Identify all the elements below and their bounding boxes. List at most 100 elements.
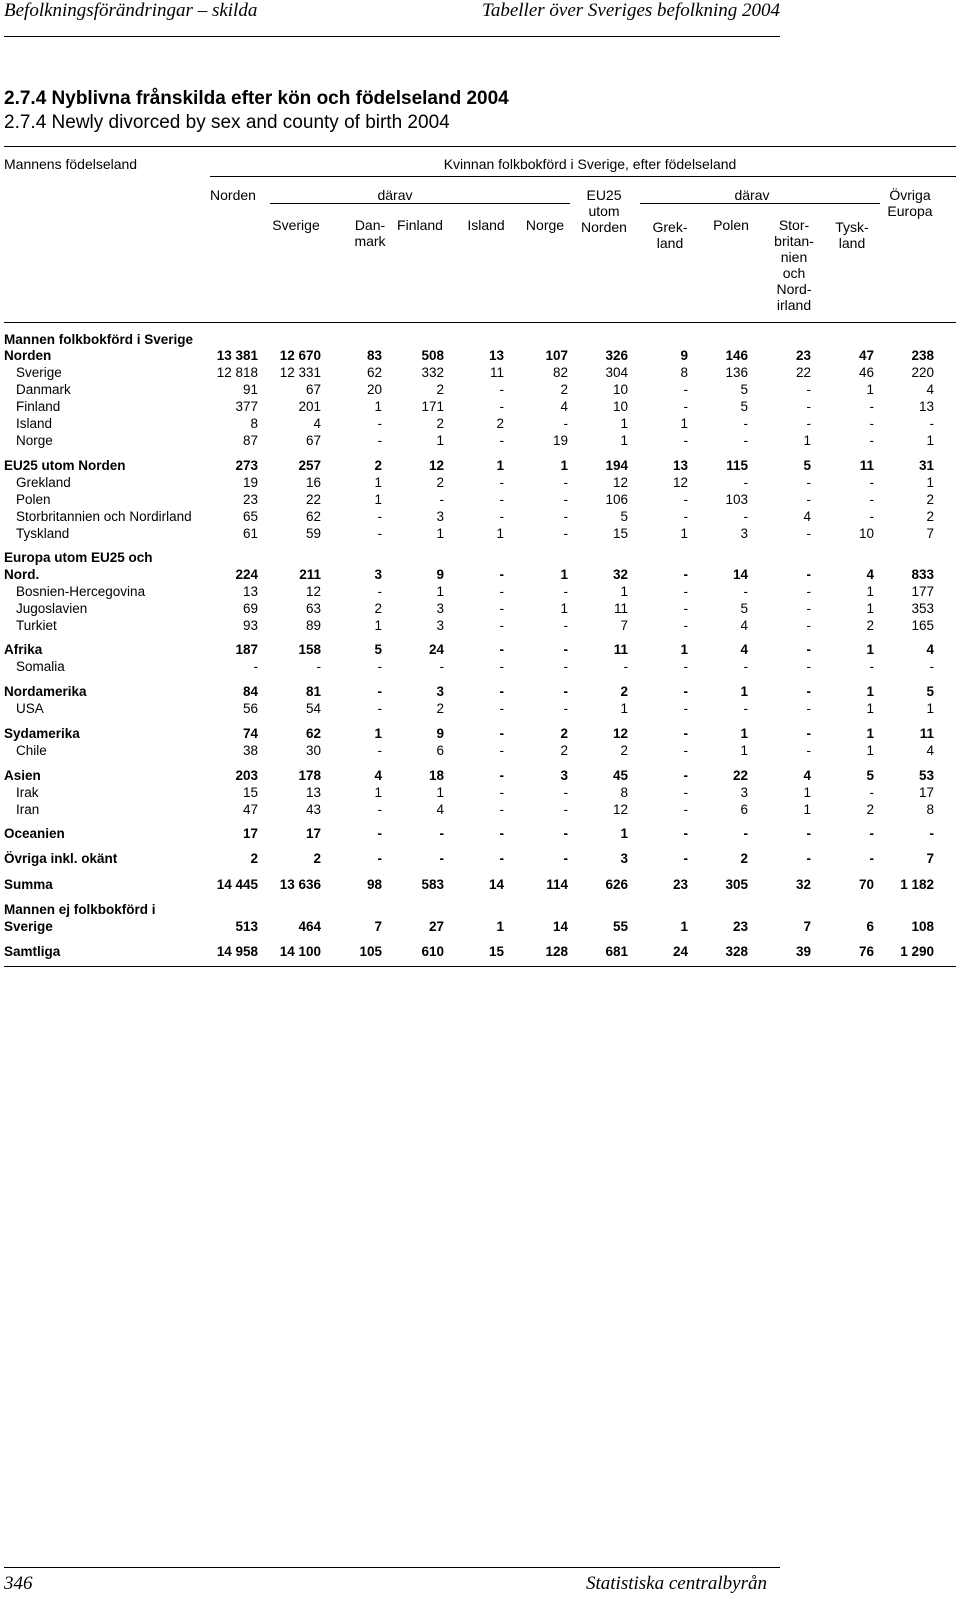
- table-cell: 328: [725, 944, 748, 959]
- table-cell: 5: [926, 684, 934, 699]
- table-row: Irak 15 13 1 1- -8-3 1-17: [0, 784, 960, 801]
- table-cell: 19: [552, 433, 568, 448]
- row-label: Oceanien: [4, 826, 65, 841]
- table-cell: -: [377, 851, 383, 866]
- table-cell: 224: [235, 567, 258, 582]
- row-label: USA: [16, 701, 44, 716]
- table-cell: 106: [605, 492, 628, 507]
- table-row: Samtliga 14 958 14 100 105 610 15 128 681 24 328 3…: [0, 943, 960, 960]
- table-cell: 4: [436, 802, 444, 817]
- table-cell: -: [499, 743, 505, 758]
- table-cell: 1: [740, 684, 748, 699]
- table-cell: 63: [305, 601, 321, 616]
- table-cell: 12: [612, 726, 628, 741]
- table-cell: -: [563, 785, 569, 800]
- table-cell: 1: [866, 684, 874, 699]
- table-cell: 1: [374, 726, 382, 741]
- table-cell: -: [377, 826, 383, 841]
- table-cell: 11: [613, 601, 628, 616]
- table-row: Iran 47 43-4- -12-6 1 2 8: [0, 801, 960, 818]
- running-header-left: Befolkningsförändringar – skilda: [4, 0, 258, 21]
- table-cell: 62: [305, 726, 321, 741]
- table-row: Storbritannien och Nordirland 65 62 - 3 - - 5 - -…: [0, 508, 960, 525]
- row-label: Tyskland: [16, 526, 70, 541]
- table-cell: 3: [436, 618, 444, 633]
- table-cell: -: [806, 701, 812, 716]
- table-cell: -: [499, 684, 505, 699]
- table-cell: 2: [374, 458, 382, 473]
- table-cell: 1: [620, 416, 628, 431]
- footer-rule: [4, 1567, 780, 1568]
- table-cell: 1: [926, 475, 934, 490]
- table-cell: 610: [421, 944, 444, 959]
- table-cell: 61: [242, 526, 258, 541]
- table-row: Asien 203 178 4 18-3 45-22 4 5 53: [0, 767, 960, 784]
- row-label: Summa: [4, 877, 53, 892]
- table-cell: -: [563, 475, 569, 490]
- spanner-header: Kvinnan folkbokförd i Sverige, efter föd…: [443, 156, 737, 172]
- row-label: Jugoslavien: [16, 601, 88, 616]
- table-cell: -: [683, 701, 689, 716]
- table-row: Norden 13 381 12 670 83 508 13 107 326 9 146 23 47 2…: [0, 347, 960, 364]
- table-cell: -: [683, 743, 689, 758]
- table-cell: 257: [298, 458, 321, 473]
- table-cell: 11: [613, 642, 628, 657]
- table-cell: 11: [859, 458, 874, 473]
- table-cell: -: [253, 659, 259, 674]
- table-cell: -: [499, 826, 505, 841]
- table-cell: -: [683, 826, 689, 841]
- table-cell: 15: [488, 944, 504, 959]
- table-cell: 13: [672, 458, 688, 473]
- table-cell: -: [869, 416, 875, 431]
- row-label: Afrika: [4, 642, 43, 657]
- table-cell: 5: [620, 509, 628, 524]
- table-cell: 353: [911, 601, 934, 616]
- table-cell: -: [806, 492, 812, 507]
- table-cell: -: [499, 475, 505, 490]
- table-cell: 377: [235, 399, 258, 414]
- table-cell: -: [743, 659, 749, 674]
- table-cell: 1: [496, 526, 504, 541]
- table-cell: 32: [612, 567, 628, 582]
- table-cell: -: [743, 509, 749, 524]
- table-cell: 30: [305, 743, 321, 758]
- table-cell: 305: [725, 877, 748, 892]
- table-cell: 1: [560, 458, 568, 473]
- table-cell: 105: [359, 944, 382, 959]
- table-cell: 1: [866, 601, 874, 616]
- publisher-name: Statistiska centralbyrån: [586, 1573, 768, 1594]
- table-cell: 1: [866, 642, 874, 657]
- table-cell: 3: [740, 785, 748, 800]
- column-header-11: Övriga Europa: [887, 187, 933, 219]
- table-row: EU25 utom Norden 273 257 2 12 1 1 194 13 115 5 11 31: [0, 457, 960, 474]
- table-cell: 1: [436, 526, 444, 541]
- table-cell: 17: [242, 826, 258, 841]
- table-cell: 8: [620, 785, 628, 800]
- table-cell: -: [806, 526, 812, 541]
- table-cell: -: [806, 659, 812, 674]
- table-cell: 220: [911, 365, 934, 380]
- table-cell: -: [499, 492, 505, 507]
- table-cell: 1: [374, 399, 382, 414]
- table-cell: -: [806, 642, 812, 657]
- column-header-8: Polen: [713, 217, 749, 233]
- table-cell: 13 636: [279, 877, 321, 892]
- table-cell: -: [499, 399, 505, 414]
- table-cell: 12: [428, 458, 444, 473]
- table-row: Sydamerika 74 62 1 9-2 12-1-1 11: [0, 725, 960, 742]
- table-cell: -: [929, 416, 935, 431]
- table-cell: -: [806, 601, 812, 616]
- table-cell: -: [869, 785, 875, 800]
- table-cell: -: [499, 785, 505, 800]
- table-cell: -: [377, 433, 383, 448]
- table-cell: 211: [299, 567, 321, 582]
- table-cell: -: [499, 584, 505, 599]
- table-cell: 55: [612, 919, 628, 934]
- table-cell: 5: [374, 642, 382, 657]
- table-row: Island 8 4 - 2 2 - 1 1 - - - -: [0, 415, 960, 432]
- table-cell: 1: [803, 802, 811, 817]
- table-cell: 4: [866, 567, 874, 582]
- table-cell: -: [563, 802, 569, 817]
- table-cell: 14: [488, 877, 504, 892]
- table-cell: 3: [560, 768, 568, 783]
